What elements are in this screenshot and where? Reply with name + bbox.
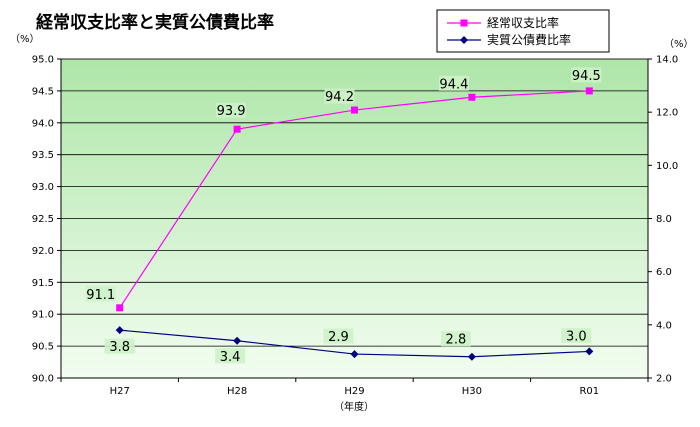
left-tick-label: 93.5 xyxy=(32,150,54,161)
left-tick-label: 94.5 xyxy=(32,86,54,97)
data-label: 94.2 xyxy=(325,90,354,105)
right-tick-label: 14.0 xyxy=(656,55,678,66)
data-label: 3.8 xyxy=(109,340,130,355)
data-label-background xyxy=(85,286,116,302)
left-tick-label: 92.0 xyxy=(32,246,54,257)
data-label-background xyxy=(216,102,247,118)
data-point xyxy=(468,93,476,101)
data-point xyxy=(350,350,359,359)
data-label: 3.4 xyxy=(220,350,241,365)
chart-title: 経常収支比率と実質公債費比率 xyxy=(36,12,274,33)
data-label: 2.9 xyxy=(328,330,349,345)
data-point xyxy=(115,326,124,335)
data-label: 91.1 xyxy=(86,288,115,303)
data-label-background xyxy=(323,328,354,344)
left-tick-label: 92.5 xyxy=(32,214,54,225)
data-label: 93.9 xyxy=(217,104,246,119)
right-tick-label: 4.0 xyxy=(656,320,672,331)
legend-marker xyxy=(460,19,468,27)
left-axis-unit: （%） xyxy=(10,33,40,45)
left-tick-label: 91.0 xyxy=(32,310,54,321)
legend-marker xyxy=(460,36,468,44)
data-point xyxy=(233,125,241,133)
data-label-background xyxy=(324,88,355,104)
data-point xyxy=(467,352,476,361)
data-point xyxy=(233,336,242,345)
data-label-background xyxy=(561,327,592,343)
left-tick-label: 94.0 xyxy=(32,118,54,129)
left-tick-label: 93.0 xyxy=(32,182,54,193)
x-tick-label: H30 xyxy=(462,386,482,397)
data-label-background xyxy=(215,348,246,364)
right-tick-label: 12.0 xyxy=(656,108,678,119)
data-label-background xyxy=(438,75,469,91)
left-tick-label: 95.0 xyxy=(32,55,54,66)
x-tick-label: H29 xyxy=(344,386,364,397)
x-tick-label: H28 xyxy=(227,386,247,397)
data-label-background xyxy=(571,67,602,83)
x-axis-label: （年度） xyxy=(334,400,374,413)
legend-label: 実質公債費比率 xyxy=(487,32,571,47)
data-point xyxy=(585,87,593,95)
left-tick-label: 90.0 xyxy=(32,374,54,385)
right-tick-label: 6.0 xyxy=(656,267,672,278)
data-label-background xyxy=(104,338,135,354)
plot-area: 90.0 90.5 91.0 91.5 92.0 92.5 93.0 93.5 94.0 94.5… xyxy=(32,55,679,398)
right-tick-label: 2.0 xyxy=(656,374,672,385)
legend-label: 経常収支比率 xyxy=(487,15,559,30)
x-tick-label: H27 xyxy=(110,386,130,397)
left-tick-label: 90.5 xyxy=(32,342,54,353)
right-tick-label: 10.0 xyxy=(656,161,678,172)
data-label: 3.0 xyxy=(566,329,587,344)
data-point xyxy=(116,304,124,312)
data-label: 94.4 xyxy=(439,77,468,92)
right-axis-unit: （%） xyxy=(664,38,694,50)
left-tick-label: 91.5 xyxy=(32,278,54,289)
legend-box xyxy=(436,9,610,53)
data-point xyxy=(351,106,358,114)
data-label: 2.8 xyxy=(446,333,467,348)
right-tick-label: 8.0 xyxy=(656,214,672,225)
x-tick-label: R01 xyxy=(579,386,599,397)
data-point xyxy=(585,347,594,356)
data-label-background xyxy=(440,331,471,347)
data-label: 94.5 xyxy=(572,69,601,84)
